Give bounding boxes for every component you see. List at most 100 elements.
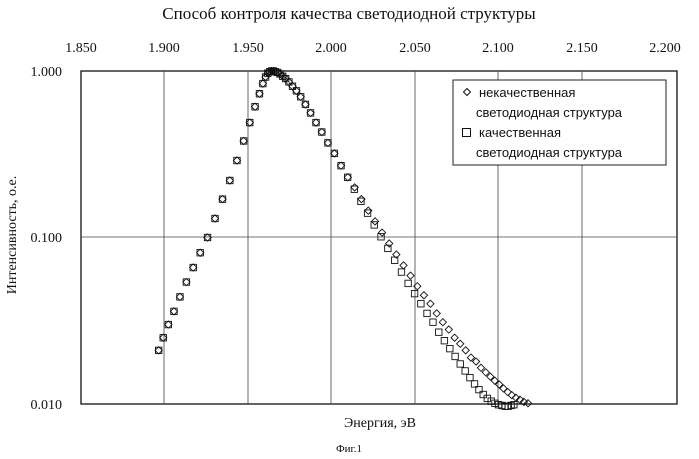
data-point-diamond: [240, 137, 247, 144]
data-point-square: [297, 94, 303, 100]
data-point-square: [338, 162, 344, 168]
data-point-diamond: [337, 162, 344, 169]
data-point-diamond: [204, 234, 211, 241]
x-tick-label: 2.050: [399, 41, 431, 56]
data-point-square: [411, 290, 417, 296]
data-point-square: [436, 329, 442, 335]
data-point-square: [234, 157, 240, 163]
data-point-square: [204, 234, 210, 240]
x-axis-label: Энергия, эВ: [344, 416, 416, 431]
data-point-diamond: [451, 334, 458, 341]
legend-series2-line1: качественная: [479, 125, 561, 140]
figure-caption: Фиг.1: [336, 443, 362, 455]
data-point-square: [313, 119, 319, 125]
y-tick-label: 0.100: [31, 231, 63, 246]
data-point-square: [197, 250, 203, 256]
x-tick-label: 1.850: [65, 41, 97, 56]
data-point-diamond: [226, 177, 233, 184]
data-point-square: [430, 319, 436, 325]
data-point-square: [160, 335, 166, 341]
data-point-square: [177, 294, 183, 300]
legend-series1-line1: некачественная: [479, 85, 575, 100]
data-point-square: [256, 91, 262, 97]
data-point-diamond: [160, 334, 167, 341]
data-point-square: [457, 361, 463, 367]
data-point-diamond: [183, 278, 190, 285]
data-point-diamond: [386, 240, 393, 247]
data-point-square: [325, 140, 331, 146]
x-tick-label: 1.950: [232, 41, 264, 56]
data-point-diamond: [165, 321, 172, 328]
y-tick-label: 0.010: [31, 398, 63, 413]
data-point-diamond: [307, 109, 314, 116]
data-point-diamond: [246, 119, 253, 126]
data-point-diamond: [251, 103, 258, 110]
data-point-diamond: [420, 292, 427, 299]
data-point-square: [371, 222, 377, 228]
y-tick-label: 1.000: [31, 65, 63, 80]
data-point-diamond: [170, 308, 177, 315]
data-point-square: [398, 269, 404, 275]
x-tick-label: 2.000: [315, 41, 347, 56]
data-point-diamond: [331, 150, 338, 157]
chart-title: Способ контроля качества светодиодной ст…: [162, 4, 536, 23]
data-point-diamond: [211, 215, 218, 222]
data-point-square: [467, 374, 473, 380]
data-point-diamond: [344, 174, 351, 181]
x-tick-label: 2.150: [566, 41, 598, 56]
data-point-square: [219, 196, 225, 202]
data-point-square: [452, 353, 458, 359]
data-point-diamond: [445, 326, 452, 333]
data-point-square: [247, 119, 253, 125]
data-point-diamond: [407, 272, 414, 279]
x-tick-labels: 1.850 1.900 1.950 2.000 2.050 2.100 2.15…: [65, 41, 681, 56]
data-point-square: [331, 150, 337, 156]
x-tick-label: 2.200: [649, 41, 681, 56]
data-point-diamond: [439, 319, 446, 326]
data-point-square: [260, 80, 266, 86]
y-axis-label: Интенсивность, о.е.: [5, 176, 20, 295]
legend-series2-line2: светодиодная структура: [476, 145, 623, 160]
data-point-square: [212, 215, 218, 221]
data-point-diamond: [155, 347, 162, 354]
x-tick-label: 2.100: [482, 41, 514, 56]
data-point-square: [447, 345, 453, 351]
data-point-diamond: [302, 101, 309, 108]
data-point-square: [165, 321, 171, 327]
data-point-diamond: [259, 80, 266, 87]
data-point-square: [240, 138, 246, 144]
data-point-diamond: [219, 196, 226, 203]
data-point-diamond: [477, 364, 484, 371]
data-point-diamond: [233, 157, 240, 164]
data-point-diamond: [400, 262, 407, 269]
data-point-diamond: [324, 139, 331, 146]
data-point-square: [418, 301, 424, 307]
data-point-square: [462, 368, 468, 374]
data-point-diamond: [197, 249, 204, 256]
y-tick-labels: 1.000 0.100 0.010: [31, 65, 63, 413]
data-point-diamond: [504, 388, 511, 395]
data-point-diamond: [318, 128, 325, 135]
data-point-square: [302, 101, 308, 107]
data-point-square: [405, 280, 411, 286]
data-point-square: [155, 347, 161, 353]
data-point-square: [307, 110, 313, 116]
data-point-diamond: [433, 310, 440, 317]
data-point-square: [484, 395, 490, 401]
data-point-diamond: [256, 90, 263, 97]
legend: некачественная светодиодная структура ка…: [453, 80, 666, 165]
data-point-square: [183, 279, 189, 285]
data-point-square: [190, 264, 196, 270]
data-point-square: [480, 391, 486, 397]
data-point-diamond: [457, 340, 464, 347]
data-point-square: [227, 177, 233, 183]
x-tick-label: 1.900: [148, 41, 180, 56]
data-point-diamond: [176, 293, 183, 300]
data-point-square: [252, 104, 258, 110]
data-point-square: [171, 308, 177, 314]
data-point-square: [344, 174, 350, 180]
data-point-square: [441, 337, 447, 343]
data-point-diamond: [427, 300, 434, 307]
data-point-square: [319, 129, 325, 135]
data-point-diamond: [312, 119, 319, 126]
